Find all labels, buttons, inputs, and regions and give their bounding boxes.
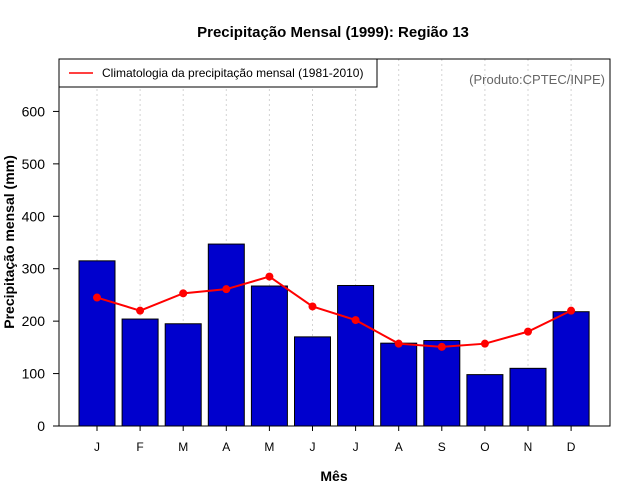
y-tick-label: 200 <box>22 313 46 329</box>
bar <box>78 260 116 427</box>
climatology-point <box>308 302 317 311</box>
x-tick-label: M <box>264 440 274 454</box>
climatology-point <box>222 285 231 294</box>
bar <box>207 243 245 427</box>
bar <box>552 311 590 427</box>
x-tick-label: J <box>353 440 359 454</box>
x-tick-label: N <box>524 440 533 454</box>
legend-label: Climatologia da precipitação mensal (198… <box>102 66 363 80</box>
chart-title: Precipitação Mensal (1999): Região 13 <box>197 24 469 41</box>
y-tick-label: 500 <box>22 156 46 172</box>
y-tick-label: 300 <box>22 261 46 277</box>
legend-box <box>58 58 378 88</box>
bar <box>337 284 375 427</box>
climatology-line-series <box>93 272 576 351</box>
x-tick-label: S <box>438 440 446 454</box>
x-tick-label: A <box>222 440 230 454</box>
bar <box>250 285 288 427</box>
y-tick-label: 100 <box>22 366 46 382</box>
climatology-line <box>96 275 572 348</box>
legend: Climatologia da precipitação mensal (198… <box>58 58 378 88</box>
climatology-point <box>524 327 532 336</box>
bar <box>509 367 547 427</box>
climatology-point <box>394 339 403 348</box>
y-tick-label: 600 <box>22 103 46 119</box>
climatology-point <box>136 306 145 315</box>
climatology-point <box>567 306 576 315</box>
climatology-point <box>179 289 188 298</box>
bar <box>466 374 504 427</box>
y-axis-title: Precipitação mensal (mm) <box>1 155 17 329</box>
y-tick-label: 400 <box>22 208 46 224</box>
x-tick-label: J <box>94 440 100 454</box>
bar <box>380 342 418 427</box>
y-axis: 0 100 200 300 400 500 600 <box>22 103 59 434</box>
climatology-point <box>480 339 489 348</box>
climatology-point <box>93 293 101 302</box>
x-axis-title: Mês <box>320 468 347 484</box>
x-tick-label: A <box>395 440 403 454</box>
climatology-point <box>351 316 360 325</box>
bar-series <box>78 243 590 427</box>
y-tick-label: 0 <box>37 418 45 434</box>
bar <box>121 318 159 427</box>
credit-text: (Produto:CPTEC/INPE) <box>469 72 605 87</box>
bar <box>164 323 202 427</box>
bar <box>294 336 331 427</box>
x-tick-label: F <box>136 440 143 454</box>
x-tick-label: M <box>178 440 188 454</box>
x-tick-label: D <box>567 440 576 454</box>
x-tick-label: J <box>310 440 316 454</box>
climatology-point <box>437 342 446 351</box>
climatology-point <box>265 272 274 281</box>
x-tick-label: O <box>480 440 489 454</box>
bar <box>423 340 461 427</box>
